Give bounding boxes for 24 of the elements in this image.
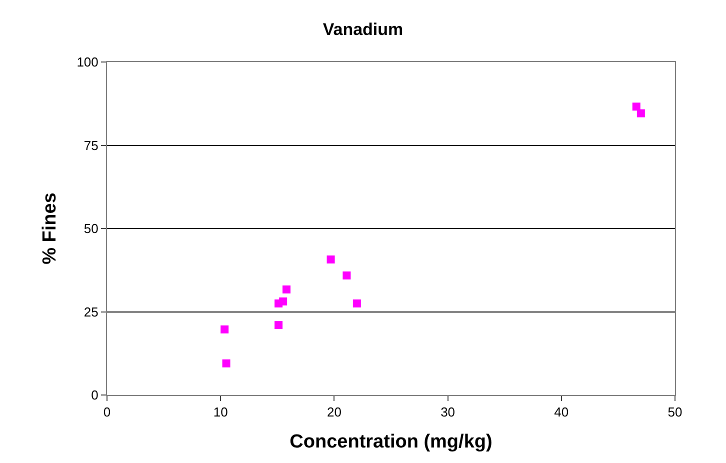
y-tick-label: 100 bbox=[76, 54, 98, 70]
point bbox=[282, 285, 290, 294]
y-tick-label: 25 bbox=[84, 304, 98, 320]
x-tick-label: 0 bbox=[103, 404, 111, 420]
y-tick-label: 75 bbox=[84, 138, 98, 153]
point bbox=[342, 271, 351, 280]
point bbox=[326, 255, 335, 264]
y-tick-label: 0 bbox=[91, 388, 98, 403]
chart-title: Vanadium bbox=[322, 20, 404, 40]
x-tick-label: 20 bbox=[326, 404, 342, 420]
point bbox=[632, 102, 640, 111]
point bbox=[279, 297, 288, 306]
y-axis-title: % Fines bbox=[40, 192, 61, 264]
x-tick-label: 50 bbox=[668, 404, 682, 420]
point bbox=[352, 299, 361, 308]
x-tick-label: 40 bbox=[554, 404, 569, 420]
point bbox=[274, 321, 283, 330]
x-tick-label: 30 bbox=[440, 404, 456, 420]
x-axis-title: Concentration (mg/kg) bbox=[290, 431, 492, 452]
y-tick-label: 50 bbox=[84, 221, 98, 236]
point bbox=[222, 359, 230, 368]
point bbox=[220, 325, 229, 334]
point bbox=[636, 109, 645, 118]
x-tick-label: 10 bbox=[213, 404, 228, 420]
